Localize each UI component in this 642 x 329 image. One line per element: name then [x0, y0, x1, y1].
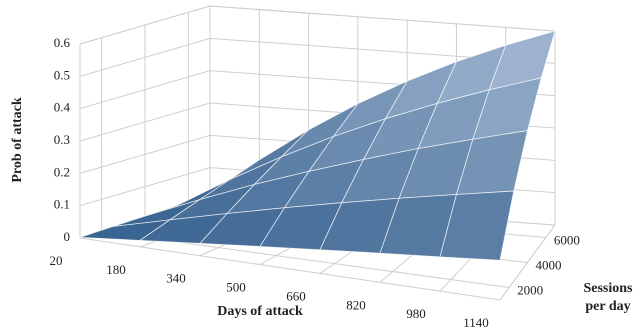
y-tick-label: 6000 — [554, 232, 580, 247]
x-tick-label: 1140 — [463, 315, 489, 329]
z-tick-label: 0 — [64, 229, 71, 244]
z-tick-label: 0.6 — [54, 35, 71, 50]
grid-line — [79, 5, 556, 45]
x-tick-label: 980 — [406, 306, 426, 321]
y-axis-title: per day — [585, 299, 630, 314]
z-tick-label: 0.5 — [54, 67, 70, 82]
grid-line — [499, 31, 556, 301]
z-tick-label: 0.3 — [54, 132, 70, 147]
z-tick-label: 0.2 — [54, 164, 70, 179]
x-tick-label: 660 — [286, 288, 306, 303]
z-tick-label: 0.4 — [54, 100, 71, 115]
x-tick-label: 500 — [226, 280, 246, 295]
x-tick-label: 340 — [166, 271, 186, 286]
y-axis-title: Sessions — [583, 281, 633, 296]
x-tick-label: 20 — [50, 253, 63, 268]
x-axis-title: Days of attack — [217, 304, 303, 319]
z-tick-label: 0.1 — [54, 197, 70, 212]
y-tick-label: 4000 — [536, 257, 562, 272]
y-tick-label: 2000 — [517, 282, 543, 297]
x-tick-label: 820 — [346, 297, 366, 312]
x-tick-label: 180 — [106, 262, 126, 277]
z-axis-title: Prob of attack — [10, 97, 25, 182]
surface-cell — [439, 190, 515, 261]
